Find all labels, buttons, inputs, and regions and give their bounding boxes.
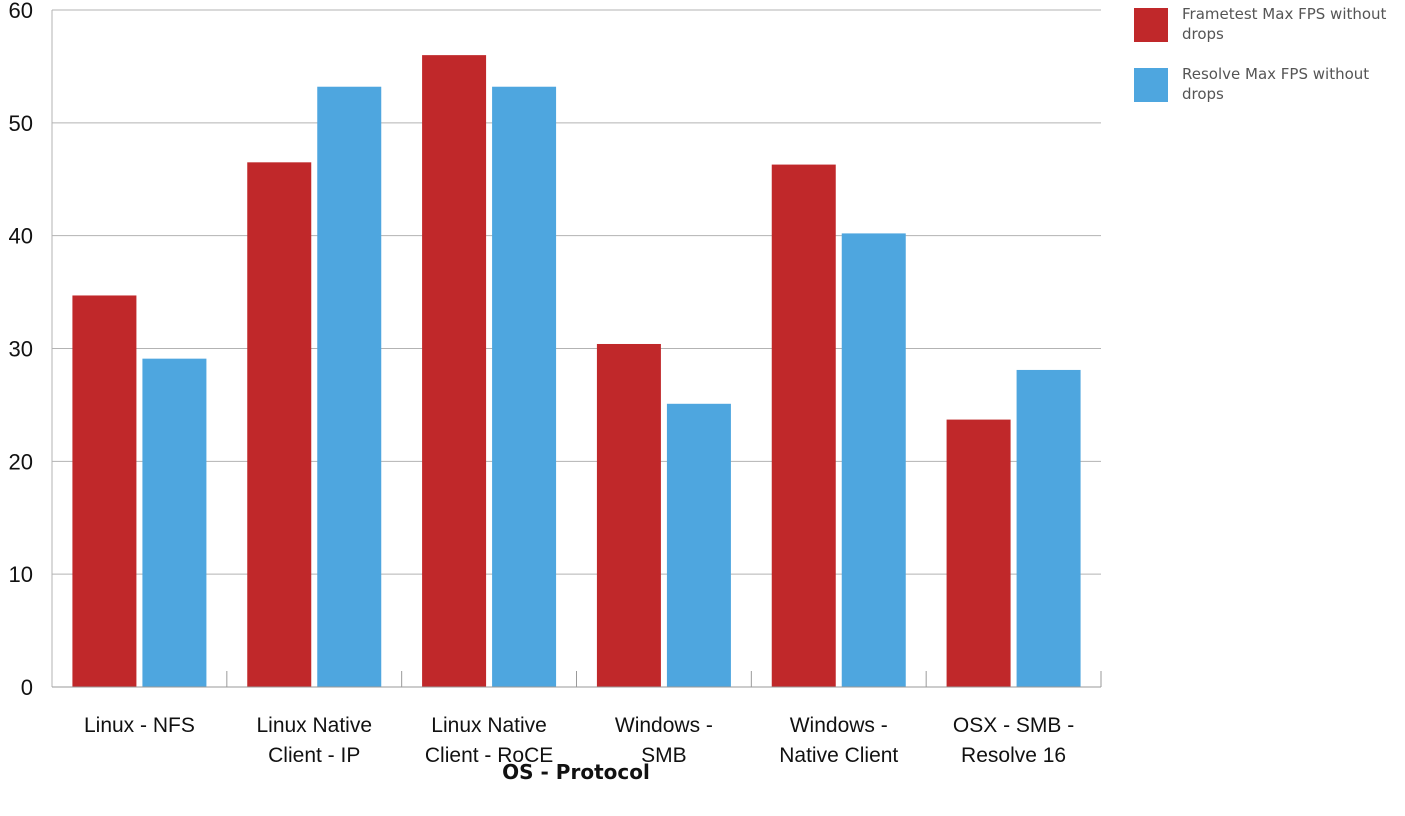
x-axis-category-labels: Linux - NFS Linux Native Client - IP Linux … <box>84 714 1074 767</box>
bars <box>72 55 1081 687</box>
legend-swatch-resolve <box>1134 68 1168 102</box>
bar-series-1[interactable] <box>422 55 487 687</box>
bar-series-2[interactable] <box>317 86 382 687</box>
bar-series-1[interactable] <box>247 162 312 687</box>
x-category-label: Windows -SMB <box>615 714 713 767</box>
legend-item-frametest[interactable]: Frametest Max FPS without drops <box>1134 4 1399 44</box>
bar-series-2[interactable] <box>666 403 731 687</box>
bar-series-2[interactable] <box>492 86 557 687</box>
bar-series-2[interactable] <box>142 358 207 687</box>
y-tick-label: 0 <box>21 675 33 700</box>
legend-swatch-frametest <box>1134 8 1168 42</box>
legend-item-resolve[interactable]: Resolve Max FPS without drops <box>1134 64 1399 104</box>
bar-series-1[interactable] <box>72 295 137 687</box>
y-tick-label: 50 <box>9 111 33 136</box>
y-tick-label: 10 <box>9 562 33 587</box>
y-tick-label: 40 <box>9 224 33 249</box>
x-axis-title: OS - Protocol <box>502 760 650 784</box>
bar-series-2[interactable] <box>841 233 906 687</box>
x-category-label: Linux Native Client - IP <box>256 714 372 767</box>
y-axis-tick-labels: 0 10 20 30 40 50 60 <box>9 0 33 700</box>
legend-label-resolve: Resolve Max FPS without drops <box>1182 65 1370 103</box>
x-category-label: Linux - NFS <box>84 714 195 737</box>
x-axis <box>52 671 1102 688</box>
x-category-label: Windows -Native Client <box>779 714 898 767</box>
x-category-label: Linux Native Client - RoCE <box>425 714 553 767</box>
legend: Frametest Max FPS without drops Resolve … <box>1134 4 1399 124</box>
x-category-label: OSX - SMB -Resolve 16 <box>953 714 1074 767</box>
bar-series-1[interactable] <box>771 164 836 687</box>
legend-label-frametest: Frametest Max FPS without drops <box>1182 5 1387 43</box>
y-tick-label: 60 <box>9 0 33 23</box>
bar-series-1[interactable] <box>946 419 1011 687</box>
y-tick-label: 30 <box>9 337 33 362</box>
bar-series-2[interactable] <box>1016 369 1081 687</box>
gridlines <box>51 9 1101 687</box>
bar-series-1[interactable] <box>596 343 661 687</box>
y-tick-label: 20 <box>9 449 33 474</box>
